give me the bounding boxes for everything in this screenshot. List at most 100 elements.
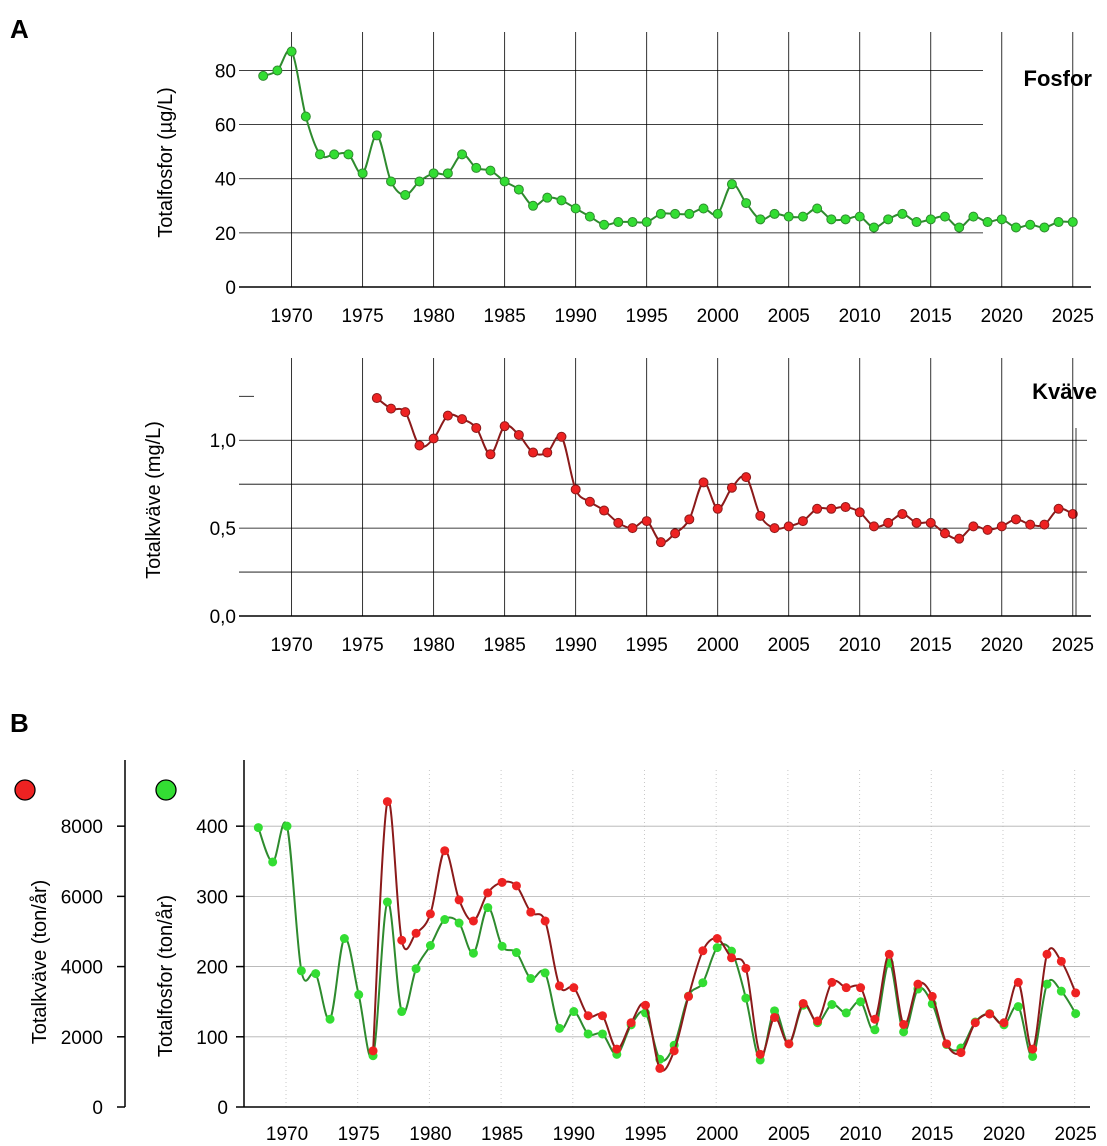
data-point xyxy=(613,517,624,528)
data-point xyxy=(397,935,407,945)
data-point xyxy=(554,1023,564,1033)
data-point xyxy=(1053,217,1064,228)
x-tick-label: 1970 xyxy=(270,306,312,327)
data-point xyxy=(485,449,496,460)
data-point xyxy=(999,1018,1009,1028)
data-point xyxy=(382,797,392,807)
right-axis-tick-label: 200 xyxy=(196,958,228,979)
data-point xyxy=(540,916,550,926)
data-point xyxy=(684,991,694,1001)
data-point xyxy=(300,111,311,122)
x-tick-label: 2025 xyxy=(1052,635,1094,656)
data-point xyxy=(783,211,794,222)
data-point xyxy=(897,509,908,520)
data-point xyxy=(411,928,421,938)
data-point xyxy=(400,407,411,418)
data-point xyxy=(755,1049,765,1059)
y-tick-label: 0,5 xyxy=(210,519,236,540)
data-point xyxy=(386,403,397,414)
data-point xyxy=(655,537,666,548)
data-point xyxy=(1042,979,1052,989)
x-tick-label: 2005 xyxy=(768,306,810,327)
data-point xyxy=(613,217,624,228)
data-point xyxy=(942,1039,952,1049)
data-point xyxy=(599,505,610,516)
data-point xyxy=(712,934,722,943)
data-point xyxy=(911,217,922,228)
x-tick-label: 1990 xyxy=(553,1124,595,1145)
data-point xyxy=(440,846,450,856)
data-point xyxy=(471,162,482,173)
y-axis-title: Totalkväve (mg/L) xyxy=(143,421,165,579)
data-point xyxy=(626,1018,636,1028)
data-point xyxy=(526,974,536,984)
data-point xyxy=(311,969,321,979)
x-tick-label: 2020 xyxy=(983,1124,1025,1145)
data-point xyxy=(769,523,780,534)
data-point xyxy=(883,214,894,225)
nitrogen-concentration-chart: 0,0 0,5 1,0 1970 1975 1980 1985 1990 1995 2000 200… xyxy=(143,358,1097,656)
data-point xyxy=(343,149,354,160)
data-point xyxy=(1010,514,1021,525)
chart-title: Fosfor xyxy=(1024,66,1093,91)
data-point xyxy=(684,514,695,525)
right-axis-tick-label: 300 xyxy=(196,887,228,908)
data-point xyxy=(1039,222,1050,233)
x-tick-label: 1975 xyxy=(341,306,383,327)
data-point xyxy=(357,168,368,179)
x-tick-label: 1975 xyxy=(341,635,383,656)
data-point xyxy=(386,176,397,187)
x-tick-label: 1985 xyxy=(484,306,526,327)
data-point xyxy=(813,1016,823,1026)
data-point xyxy=(315,149,326,160)
x-tick-label: 2010 xyxy=(839,635,881,656)
data-point xyxy=(698,203,709,214)
data-point xyxy=(925,517,936,528)
data-point xyxy=(741,472,752,483)
data-point xyxy=(1028,1051,1038,1061)
data-point xyxy=(798,998,808,1008)
data-point xyxy=(797,211,808,222)
chart-title: Kväve xyxy=(1032,379,1097,404)
right-axis-tick-label: 0 xyxy=(217,1098,228,1119)
data-point xyxy=(1053,503,1064,514)
data-point xyxy=(1067,509,1078,520)
data-point xyxy=(670,208,681,219)
data-point xyxy=(784,1039,794,1049)
data-point xyxy=(826,503,837,514)
data-point xyxy=(570,484,581,495)
x-tick-label: 1970 xyxy=(266,1124,308,1145)
y-axis-title: Totalfosfor (µg/L) xyxy=(155,87,177,237)
x-tick-label: 1995 xyxy=(624,1124,666,1145)
data-point xyxy=(597,1011,607,1021)
left-axis-tick-label: 2000 xyxy=(61,1028,103,1049)
data-point xyxy=(727,953,737,963)
data-point xyxy=(253,823,263,833)
x-tick-label: 2015 xyxy=(910,635,952,656)
series-line xyxy=(376,397,1074,544)
x-tick-label: 2020 xyxy=(981,306,1023,327)
y-tick-label: 0 xyxy=(225,278,236,299)
data-point xyxy=(268,857,278,867)
data-point xyxy=(827,999,837,1009)
data-point xyxy=(899,1020,909,1030)
x-tick-label: 1990 xyxy=(555,635,597,656)
data-point xyxy=(870,1025,880,1035)
data-point xyxy=(440,915,450,925)
data-point xyxy=(1071,988,1081,998)
data-point xyxy=(841,1008,851,1018)
data-point xyxy=(627,523,638,534)
data-point xyxy=(296,966,306,976)
data-point xyxy=(1042,949,1052,959)
data-point xyxy=(397,1007,407,1017)
data-point xyxy=(556,431,567,442)
left-axis-tick-label: 0 xyxy=(92,1098,103,1119)
data-point xyxy=(655,1063,665,1073)
x-tick-label: 2000 xyxy=(697,306,739,327)
data-point xyxy=(1039,519,1050,530)
data-point xyxy=(1025,519,1036,530)
data-point xyxy=(911,517,922,528)
data-point xyxy=(1013,977,1023,987)
panel-label-b: B xyxy=(10,708,29,738)
